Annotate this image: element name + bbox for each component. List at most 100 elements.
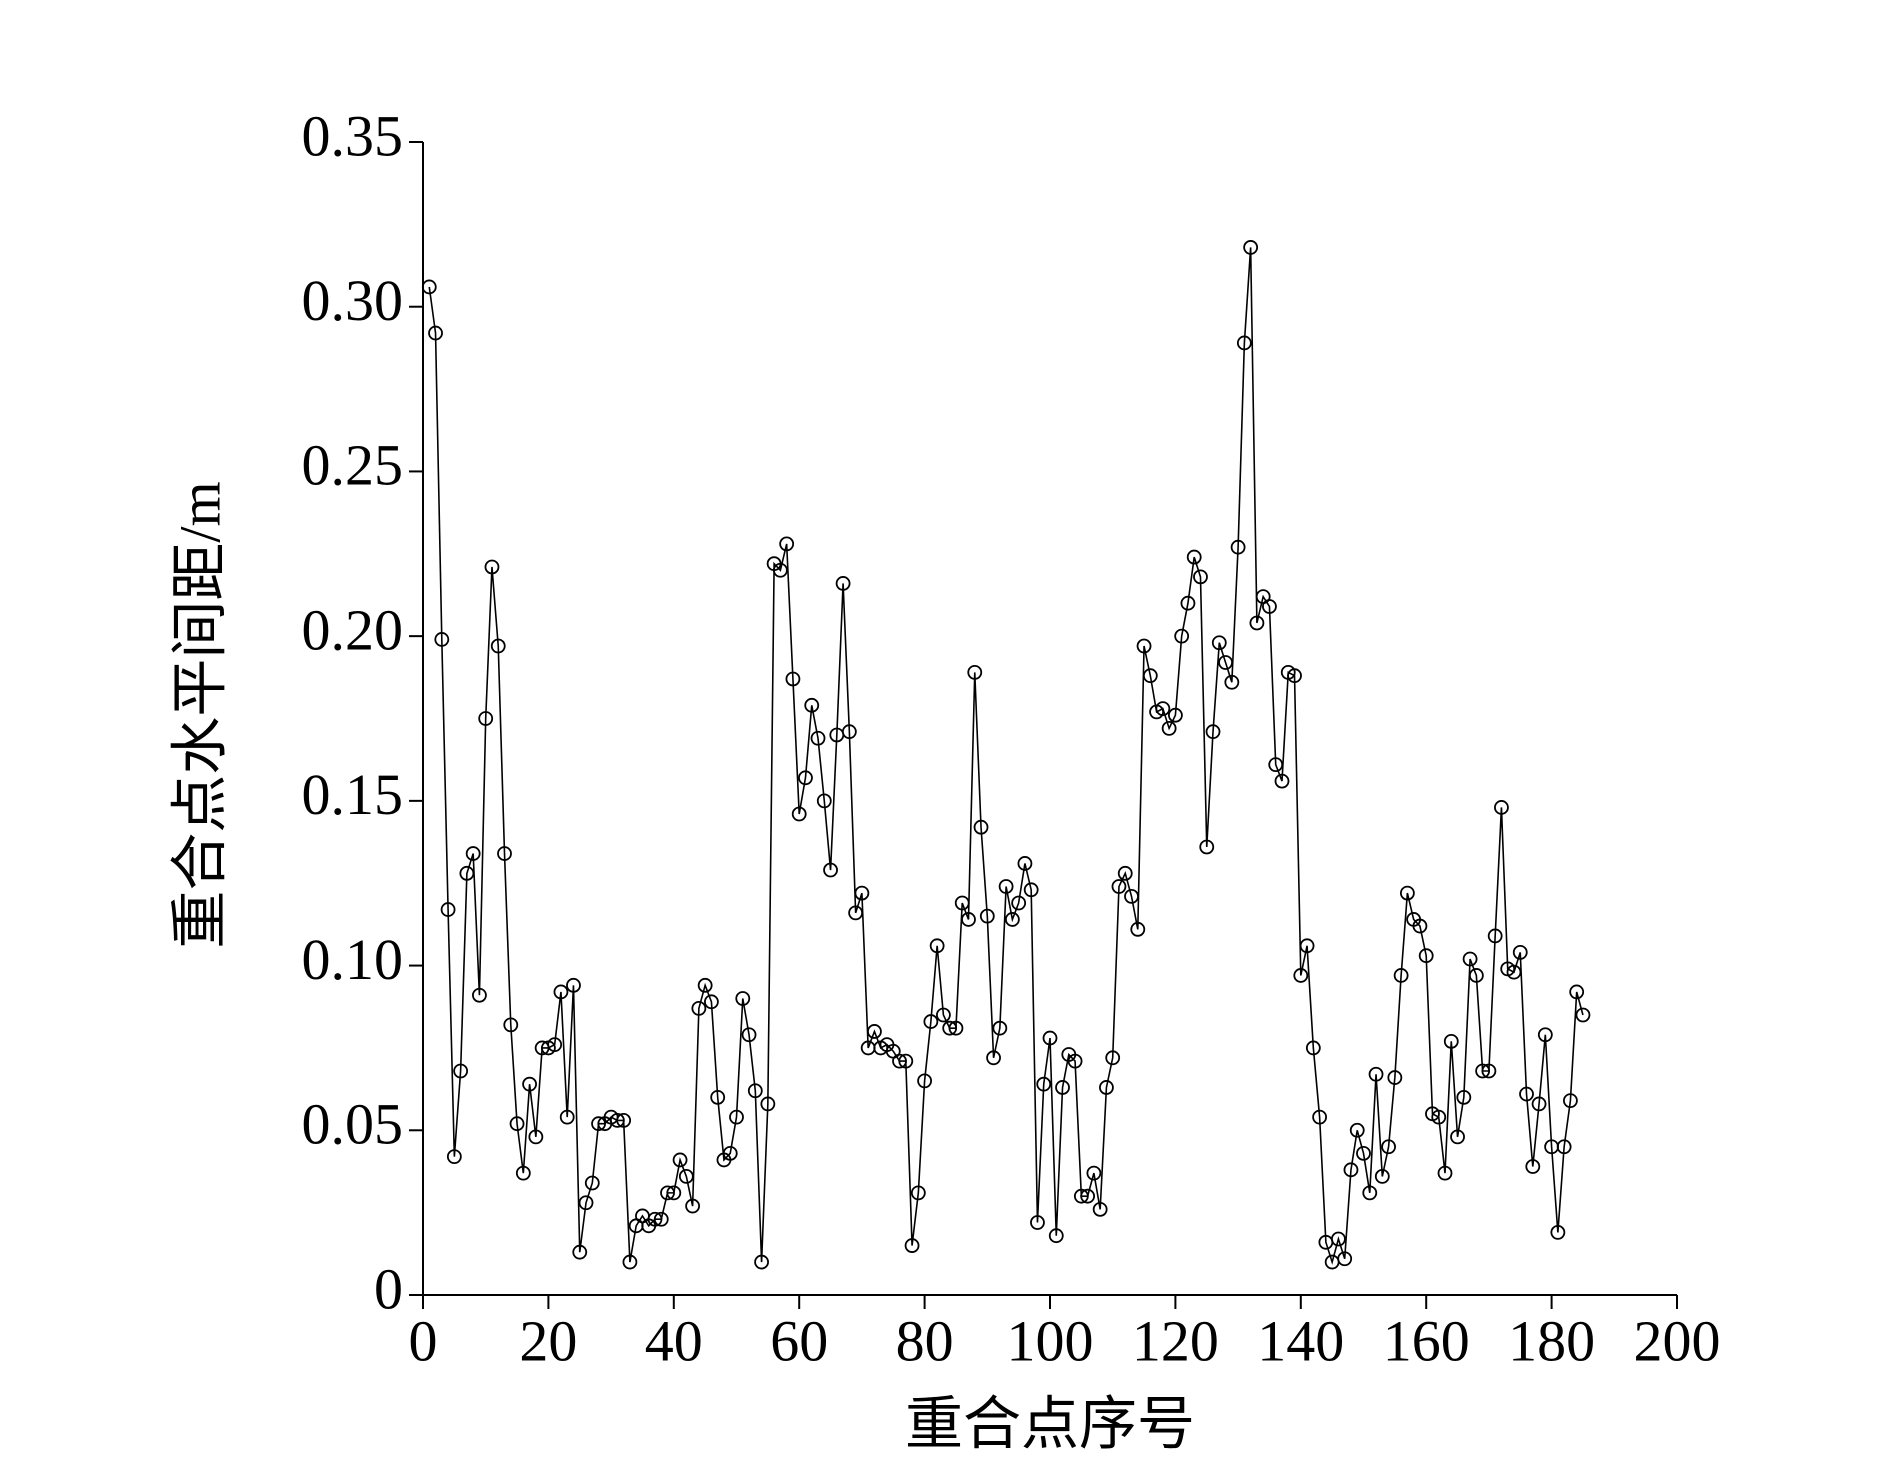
y-tick-label: 0.10 [302, 927, 404, 992]
data-point [1556, 1139, 1572, 1155]
data-point [936, 1007, 951, 1023]
data-point [428, 325, 443, 341]
x-tick-label: 40 [645, 1308, 703, 1373]
data-point [1531, 1096, 1547, 1112]
data-point [835, 576, 851, 591]
data-point [578, 1195, 594, 1211]
data-point [591, 1116, 606, 1132]
y-tick-label: 0.25 [302, 433, 404, 498]
data-point [1349, 1122, 1365, 1138]
data-point [1086, 1165, 1102, 1181]
data-point [1381, 1139, 1396, 1155]
data-point [528, 1129, 544, 1145]
x-tick-label: 140 [1257, 1308, 1344, 1373]
data-point [1004, 912, 1020, 927]
data-point [653, 1211, 669, 1227]
data-point [854, 885, 870, 901]
data-point [1111, 879, 1127, 894]
data-point [1412, 918, 1428, 934]
data-point [1312, 1109, 1328, 1125]
data-point [490, 638, 506, 654]
y-tick-label: 0 [374, 1256, 403, 1321]
data-point [810, 730, 826, 746]
data-point [647, 1211, 663, 1227]
x-tick-label: 60 [770, 1308, 828, 1373]
data-point [1343, 1162, 1359, 1178]
data-point [898, 1053, 914, 1069]
data-point [1117, 865, 1133, 881]
data-point [553, 984, 569, 1000]
data-point [1011, 895, 1027, 911]
data-point [1161, 720, 1177, 736]
data-point [1262, 599, 1277, 614]
data-point [823, 862, 838, 878]
data-point [1030, 1215, 1045, 1230]
data-point [1243, 240, 1259, 255]
data-point [704, 994, 719, 1010]
data-point [1230, 539, 1246, 555]
data-point [484, 559, 500, 575]
y-tick-label: 0.15 [302, 762, 404, 827]
data-point [917, 1073, 932, 1089]
data-point [515, 1165, 531, 1181]
data-point [503, 1017, 519, 1033]
data-point [1042, 1030, 1058, 1046]
data-point [1249, 615, 1265, 631]
data-point [1155, 701, 1171, 717]
data-point [1080, 1188, 1096, 1204]
data-point [772, 562, 788, 578]
data-point [1211, 635, 1227, 651]
data-point [1337, 1251, 1353, 1267]
data-point [1575, 1007, 1591, 1023]
data-point [1205, 724, 1221, 740]
data-point [1368, 1066, 1384, 1082]
data-point [754, 1254, 769, 1270]
data-point [1174, 628, 1190, 644]
data-point [1362, 1185, 1378, 1201]
data-point [816, 793, 832, 809]
data-point [729, 1109, 744, 1125]
data-point [1287, 668, 1302, 684]
data-point [440, 902, 456, 917]
data-point [942, 1020, 958, 1036]
data-point [1193, 569, 1208, 585]
x-tick-label: 200 [1634, 1308, 1721, 1373]
data-point [948, 1020, 964, 1036]
data-point [1331, 1231, 1346, 1247]
data-point [1293, 968, 1309, 983]
data-point [1105, 1050, 1121, 1066]
data-point [1048, 1228, 1064, 1244]
data-point [1142, 668, 1158, 684]
y-tick-label: 0.20 [302, 597, 404, 662]
data-point [986, 1050, 1001, 1066]
data-point [785, 671, 801, 687]
data-point [1506, 964, 1522, 980]
y-tick-label: 0.35 [302, 103, 404, 168]
x-tick-label: 100 [1007, 1308, 1094, 1373]
data-point [472, 987, 487, 1003]
data-point [954, 895, 970, 911]
x-tick-label: 120 [1132, 1308, 1219, 1373]
data-point [685, 1198, 701, 1214]
data-point [697, 977, 713, 993]
data-point [1487, 928, 1503, 944]
y-axis-label: 重合点水平间距/m [167, 481, 232, 948]
data-point [923, 1014, 939, 1029]
data-point [1387, 1070, 1403, 1085]
data-point [1299, 938, 1315, 954]
data-point [992, 1020, 1008, 1036]
data-point [1443, 1033, 1459, 1049]
data-point [1023, 882, 1039, 898]
data-point [1431, 1109, 1447, 1125]
data-point [747, 1083, 763, 1099]
data-point [666, 1185, 682, 1201]
x-tick-label: 80 [896, 1308, 954, 1373]
x-tick-label: 160 [1383, 1308, 1470, 1373]
data-point [741, 1027, 757, 1043]
data-point [465, 846, 481, 861]
data-point [1563, 1093, 1578, 1109]
data-point [660, 1185, 675, 1201]
x-tick-label: 180 [1508, 1308, 1595, 1373]
data-point [1399, 885, 1415, 901]
